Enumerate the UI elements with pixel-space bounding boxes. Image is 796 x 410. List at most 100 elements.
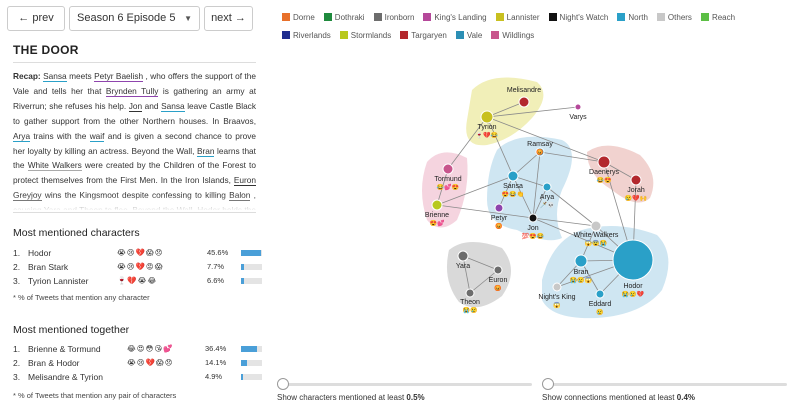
character-link[interactable]: Bran [196, 145, 215, 157]
node-circle[interactable] [493, 265, 503, 275]
node-yara[interactable]: Yara [456, 250, 470, 270]
connections-threshold-slider[interactable] [542, 378, 787, 390]
characters-threshold-slider[interactable] [277, 378, 532, 390]
pair-percent-bar-fill [241, 374, 244, 380]
pair-row[interactable]: 1. Brienne & Tormund 😂😍😳😘💕 36.4% [13, 342, 262, 356]
legend-item[interactable]: Night's Watch [548, 10, 609, 25]
node-circle[interactable] [507, 170, 519, 182]
node-theon[interactable]: Theon😭😢 [460, 288, 480, 314]
node-tormund[interactable]: Tormund😂💕😍 [434, 163, 462, 191]
slider-handle[interactable] [542, 378, 554, 390]
pair-percent-bar [241, 374, 262, 380]
node-euron[interactable]: Euron😡 [489, 265, 508, 292]
node-nightsking[interactable]: Night's King😱 [538, 282, 576, 309]
node-whitewalkers[interactable]: White Walkers😱😨😭 [574, 220, 619, 247]
edge-ramsay-daenerys [539, 151, 605, 163]
legend-item[interactable]: Stormlands [339, 28, 391, 43]
legend-label: Vale [466, 31, 483, 40]
node-emoji: 😡 [536, 148, 543, 156]
node-arya[interactable]: Arya🗡️💀 [540, 182, 555, 209]
character-row[interactable]: 3. Tyrion Lannister 🍷💔😭😂 6.6% [13, 274, 262, 288]
node-petyr[interactable]: Petyr😡 [491, 203, 508, 230]
node-circle[interactable] [518, 96, 530, 108]
node-hodor[interactable]: Hodor😭😢💔 [612, 239, 654, 298]
node-daenerys[interactable]: Daenerys😂😍 [589, 155, 619, 184]
legend-item[interactable]: Others [656, 10, 692, 25]
node-jorah[interactable]: Jorah😢💔🙌 [625, 174, 647, 202]
node-circle[interactable] [535, 147, 545, 157]
slider-handle[interactable] [277, 378, 289, 390]
node-jon[interactable]: Jon💯😍😂 [522, 213, 545, 240]
node-melisandre[interactable]: Melisandre [507, 87, 541, 108]
node-tyrion[interactable]: Tyrion🍷💔😂 [476, 110, 499, 139]
legend-item[interactable]: Dorne [282, 10, 315, 25]
legend-item[interactable]: Reach [700, 10, 735, 25]
pair-row[interactable]: 2. Bran & Hodor 😭😢💔😱😞 14.1% [13, 356, 262, 370]
node-circle[interactable] [552, 282, 562, 292]
node-varys[interactable]: Varys [569, 103, 587, 121]
legend-item[interactable]: Ironborn [373, 10, 415, 25]
node-sansa[interactable]: Sansa😍😂👏 [502, 170, 524, 198]
character-link[interactable]: Sansa [43, 71, 67, 82]
node-label: Night's King [538, 294, 575, 301]
node-bran[interactable]: Bran😭😢😱 [570, 254, 593, 284]
node-circle[interactable] [480, 110, 494, 124]
node-emoji: 😡 [495, 222, 502, 230]
character-row[interactable]: 1. Hodor 😭😢💔😱😞 45.6% [13, 246, 262, 260]
character-percent-bar [241, 264, 262, 270]
legend-item[interactable]: Vale [455, 28, 483, 43]
next-episode-button[interactable]: next → [204, 6, 253, 31]
chevron-down-icon: ▼ [184, 14, 192, 23]
legend-item[interactable]: North [617, 10, 648, 25]
node-emoji: 🗡️💀 [540, 201, 555, 209]
node-circle[interactable] [597, 155, 611, 169]
node-circle[interactable] [457, 250, 469, 262]
character-link[interactable]: Jon [128, 100, 143, 112]
edge-yara-theon [462, 255, 471, 294]
character-network-graph[interactable]: Melisandre Varys Tyrion🍷💔😂 Ramsay😡 Daenerys😂… [262, 40, 796, 370]
node-circle[interactable] [542, 182, 552, 192]
node-circle[interactable] [630, 174, 642, 186]
pair-name: Melisandre & Tyrion [28, 372, 103, 382]
legend-label: Night's Watch [559, 13, 609, 22]
node-circle[interactable] [574, 103, 582, 111]
node-brienne[interactable]: Brienne😍💕 [425, 199, 449, 227]
node-circle[interactable] [590, 220, 602, 232]
prev-episode-button[interactable]: ← prev [7, 6, 65, 31]
node-circle[interactable] [431, 199, 443, 211]
node-emoji: 😂💕😍 [437, 183, 459, 191]
node-circle[interactable] [574, 254, 588, 268]
legend-item[interactable]: Dothraki [323, 10, 365, 25]
node-eddard[interactable]: Eddard😢 [589, 289, 612, 316]
node-circle[interactable] [595, 289, 605, 299]
legend-item[interactable]: King's Landing [423, 10, 487, 25]
node-circle[interactable] [528, 213, 538, 223]
recap-segment: meets [66, 71, 95, 81]
character-link[interactable]: Arya [13, 130, 31, 142]
character-link[interactable]: waif [89, 130, 105, 142]
node-ramsay[interactable]: Ramsay😡 [527, 141, 553, 157]
node-circle[interactable] [442, 163, 454, 175]
legend-item[interactable]: Wildlings [491, 28, 534, 43]
character-link[interactable]: Sansa [161, 100, 185, 112]
legend-item[interactable]: Targaryen [400, 28, 447, 43]
legend-item[interactable]: Riverlands [282, 28, 331, 43]
legend-label: Ironborn [384, 13, 415, 22]
recap-text[interactable]: Recap: Sansa meets Petyr Baelish , who o… [13, 69, 256, 210]
character-percent: 45.6% [207, 248, 229, 257]
pair-row[interactable]: 3. Melisandre & Tyrion 4.9% [13, 370, 262, 384]
character-percent: 7.7% [207, 262, 225, 271]
node-circle[interactable] [612, 239, 654, 281]
pair-percent-bar [241, 346, 262, 352]
legend-label: North [628, 13, 648, 22]
character-link[interactable]: Petyr Baelish [94, 71, 144, 82]
node-emoji: 🍷💔😂 [476, 131, 499, 139]
node-circle[interactable] [465, 288, 475, 298]
characters-threshold-value: 0.5% [406, 393, 425, 402]
character-link[interactable]: Brynden Tully [105, 85, 159, 97]
character-row[interactable]: 2. Bran Stark 😭😢💔😡😱 7.7% [13, 260, 262, 274]
episode-select[interactable]: Season 6 Episode 5 ▼ [69, 6, 200, 31]
node-circle[interactable] [494, 203, 504, 213]
character-link[interactable]: White Walkers [27, 160, 82, 172]
legend-item[interactable]: Lannister [495, 10, 540, 25]
